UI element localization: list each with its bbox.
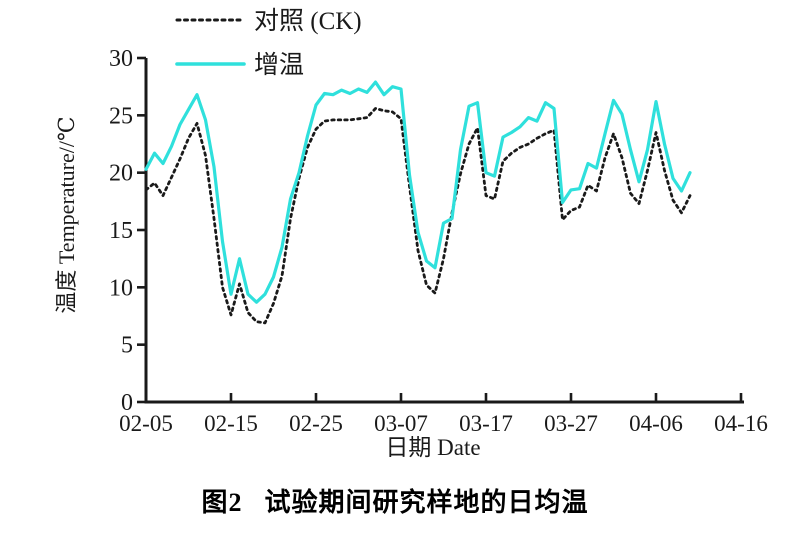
x-tick-label: 02-25 (289, 411, 343, 436)
x-tick-label: 04-06 (629, 411, 683, 436)
y-tick-label: 20 (109, 161, 133, 187)
y-tick-label: 30 (109, 46, 133, 72)
y-tick-label: 5 (121, 333, 133, 359)
x-tick-label: 04-16 (714, 411, 768, 436)
figure-caption: 图2 试验期间研究样地的日均温 (0, 482, 790, 519)
y-tick-label: 25 (109, 103, 133, 129)
y-axis-title: 温度 Temperature//℃ (54, 116, 79, 313)
x-tick-label: 02-05 (119, 411, 173, 436)
series-line-0 (144, 107, 692, 325)
legend-label-0: 对照 (CK) (254, 7, 362, 35)
x-tick-label: 02-15 (204, 411, 258, 436)
figure-caption-label: 图2 (201, 488, 243, 517)
legend-label-1: 增温 (254, 51, 304, 79)
x-tick-label: 03-07 (374, 411, 428, 436)
figure-caption-text: 试验期间研究样地的日均温 (264, 488, 589, 517)
temperature-line-chart: 0 5 10 15 20 25 30 02-05 02-15 02-25 03-07 03-17 03-… (54, 7, 768, 460)
x-tick-label: 03-27 (544, 411, 598, 436)
y-tick-label: 10 (109, 275, 133, 301)
y-tick-label: 15 (109, 218, 133, 244)
x-axis-title: 日期 Date (385, 435, 480, 460)
y-tick-label: 0 (121, 390, 133, 416)
series-line-1 (144, 80, 692, 304)
x-tick-label: 03-17 (459, 411, 513, 436)
